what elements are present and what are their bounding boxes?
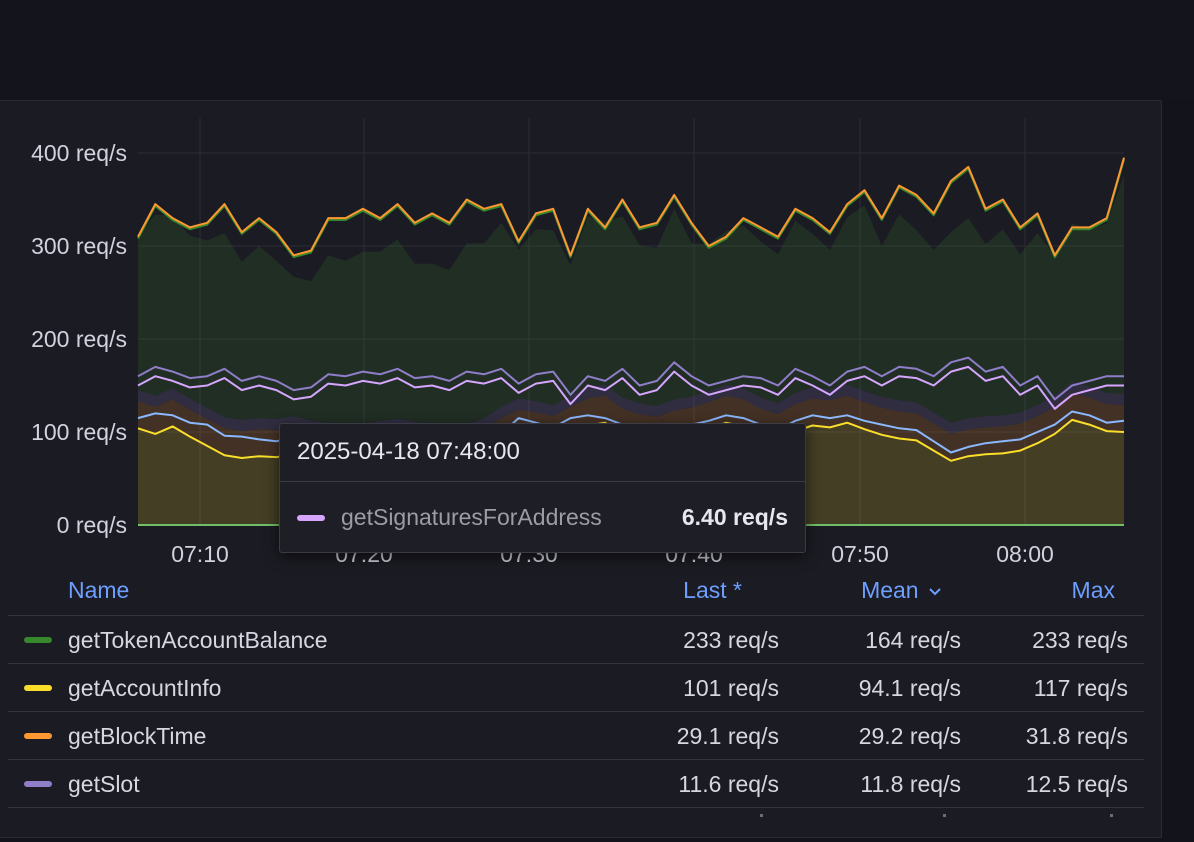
legend-mean-value: 164 req/s [865,627,961,653]
legend-row[interactable]: getSlot 11.6 req/s 11.8 req/s 12.5 req/s [8,760,1144,808]
legend-last-value: 29.1 req/s [676,723,779,749]
legend-max-value: 31.8 req/s [1025,723,1128,749]
legend-header: Name Last * Mean Max [8,568,1144,616]
y-tick-label: 200 req/s [31,326,127,352]
series-line-getSlot [137,356,1124,401]
tooltip-series-name: getSignaturesForAddress [341,504,602,530]
legend-series-swatch [24,733,52,739]
legend-series-swatch [24,781,52,787]
legend-max-value: 233 req/s [1032,627,1128,653]
legend-series-name: getSlot [68,771,140,797]
x-tick-label: 07:50 [831,541,889,567]
legend-mean-value: 29.2 req/s [858,723,961,749]
legend-series-name: getBlockTime [68,723,207,749]
legend-mean-value: 94.1 req/s [858,675,961,701]
legend-cutoff-row [8,808,1144,828]
legend-max-value: 117 req/s [1033,675,1128,701]
legend-series-name: getTokenAccountBalance [68,627,328,653]
hover-tooltip: 2025-04-18 07:48:00 getSignaturesForAddr… [279,423,806,553]
legend-last-value: 233 req/s [683,627,779,653]
legend-header-name[interactable]: Name [68,577,130,603]
legend-row[interactable]: getBlockTime 29.1 req/s 29.2 req/s 31.8 req… [8,712,1144,760]
y-tick-label: 400 req/s [31,140,127,166]
legend-last-value: 11.6 req/s [678,771,779,797]
series-line-getSignaturesForAddress [137,365,1124,410]
legend-header-max[interactable]: Max [1071,577,1115,603]
y-tick-label: 300 req/s [31,233,127,259]
y-tick-label: 0 req/s [57,512,127,538]
x-tick-label: 08:00 [996,541,1054,567]
legend-max-value: 12.5 req/s [1025,771,1128,797]
legend-series-name: getAccountInfo [68,675,222,701]
y-tick-label: 100 req/s [31,419,127,445]
legend-header-mean-label: Mean [861,577,919,603]
legend-series-swatch [24,637,52,643]
legend-header-mean[interactable]: Mean [861,577,941,604]
top-band [0,0,1194,100]
legend-row[interactable]: getTokenAccountBalance 233 req/s 164 req/s… [8,616,1144,664]
tooltip-series-swatch [297,515,325,521]
legend-table: Name Last * Mean Max getTokenAccountBala… [8,568,1144,828]
legend-mean-value: 11.8 req/s [860,771,961,797]
chevron-down-icon [929,588,941,596]
legend-series-swatch [24,685,52,691]
legend-last-value: 101 req/s [683,675,779,701]
legend-header-last[interactable]: Last * [683,577,742,603]
series-area-getTokenAccountBalance [138,175,1124,429]
series-line-getBlockTime [137,157,1125,257]
x-tick-label: 07:10 [171,541,229,567]
tooltip-time: 2025-04-18 07:48:00 [297,438,520,465]
tooltip-series-value: 6.40 req/s [681,504,788,530]
legend-row[interactable]: getAccountInfo 101 req/s 94.1 req/s 117 req… [8,664,1144,712]
tooltip-divider [280,481,805,482]
